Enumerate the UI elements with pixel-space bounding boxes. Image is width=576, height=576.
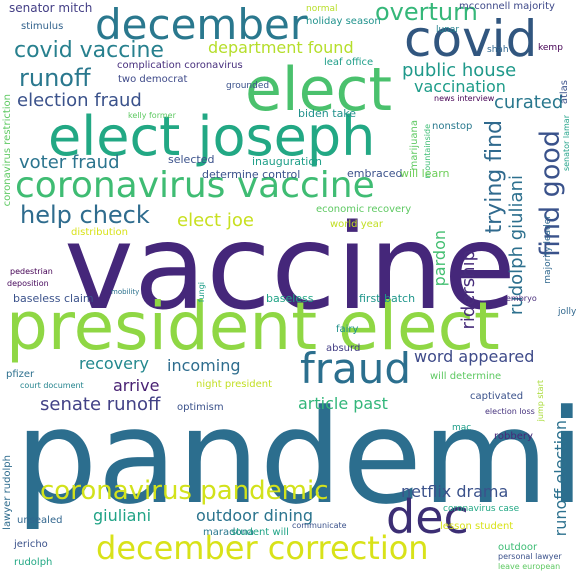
word-president-elect: president elect <box>6 288 500 365</box>
word-overturn: overturn <box>375 0 478 26</box>
word-mac: mac <box>452 423 472 433</box>
word-mcconnell-majority: mcconnell majority <box>459 1 555 12</box>
word-arrive: arrive <box>113 376 160 395</box>
word-biden-take: biden take <box>298 107 357 120</box>
word-distribution: distribution <box>71 227 128 238</box>
word-first-batch: first batch <box>359 292 416 305</box>
word-world-year: world year <box>330 219 384 230</box>
word-covid: covid <box>404 10 538 68</box>
word-selected: selected <box>168 153 215 166</box>
word-trying-find: trying find <box>482 120 507 234</box>
word-news-interview: news interview <box>434 94 495 103</box>
word-elect-joe: elect joe <box>177 210 254 231</box>
word-embryo: embryo <box>506 294 537 303</box>
word-will-learn: will learn <box>400 167 450 180</box>
word-baseless: baseless <box>266 292 314 305</box>
word-coronavirus-pandemic: coronavirus pandemic <box>40 476 329 506</box>
word-kelly-former: kelly former <box>128 111 176 120</box>
word-runoff: runoff <box>19 64 91 92</box>
word-embraced: embraced <box>347 167 403 180</box>
word-jericho: jericho <box>14 539 48 550</box>
word-mobility: mobility <box>111 288 140 296</box>
word-pfizer: pfizer <box>6 369 35 380</box>
word-coronavirus-vaccine: coronavirus vaccine <box>15 165 375 206</box>
word-economic-recovery: economic recovery <box>316 204 412 215</box>
word-atlas: atlas <box>559 80 570 105</box>
word-absurd: absurd <box>326 343 361 354</box>
word-senate-runoff: senate runoff <box>40 394 161 415</box>
word-unsealed: unsealed <box>17 515 63 526</box>
word-nonstop: nonstop <box>432 121 473 132</box>
word-maradona: maradona <box>203 527 255 538</box>
word-jump-start: jump start <box>536 380 545 422</box>
word-december-correction: december correction <box>96 529 429 567</box>
word-determine-control: determine control <box>202 168 301 181</box>
word-recovery: recovery <box>79 354 150 373</box>
word-pedestrian: pedestrian <box>10 267 53 276</box>
word-inauguration: inauguration <box>252 155 323 168</box>
word-complication-coronavirus: complication coronavirus <box>117 60 243 71</box>
word-dec: dec <box>386 490 469 544</box>
word-voter-fraud: voter fraud <box>19 152 120 173</box>
word-word-appeared: word appeared <box>414 347 535 366</box>
word-ridership: ridership <box>458 250 479 330</box>
word-rudolph: rudolph <box>14 557 53 568</box>
word-vaccination: vaccination <box>414 77 506 96</box>
word-leaf-office: leaf office <box>324 57 374 68</box>
word-fungi: fungi <box>197 282 206 303</box>
word-kemp: kemp <box>538 43 563 53</box>
word-court-document: court document <box>20 381 84 390</box>
word-captivated: captivated <box>470 391 524 402</box>
word-will-determine: will determine <box>430 371 502 382</box>
word-deposition: deposition <box>7 279 49 288</box>
word-public-house: public house <box>402 60 517 81</box>
word-coronavirus-restriction: coronavirus restriction <box>2 94 13 207</box>
word-robbery: robbery <box>494 431 533 442</box>
word-majority-leader: majority leader <box>543 215 553 284</box>
word-elect: elect <box>245 55 393 125</box>
word-leave-european: leave european <box>498 562 561 571</box>
word-december: december <box>95 0 308 49</box>
word-runoff-election: runoff election <box>551 420 570 537</box>
word-lunar: lunar <box>436 25 460 35</box>
word-communicate: communicate <box>292 521 347 530</box>
word-holiday-season: holiday season <box>306 16 381 27</box>
word-article-past: article past <box>298 394 388 413</box>
word-baseless-claim: baseless claim <box>13 292 94 305</box>
word-senator-lamar: senator lamar <box>562 115 571 172</box>
word-pandemic: pandemic <box>15 381 576 533</box>
word-election-fraud: election fraud <box>17 90 142 111</box>
word-optimism: optimism <box>177 402 224 413</box>
word-outdoor-dining: outdoor dining <box>196 506 314 525</box>
word-vaccine: vaccine <box>64 198 517 336</box>
word-coronavirus-case: coronavirus case <box>443 504 520 514</box>
word-student-will: student will <box>231 527 289 538</box>
word-pardon: pardon <box>430 230 449 287</box>
word-senator-mitch: senator mitch <box>9 1 93 15</box>
word-night-president: night president <box>196 379 273 390</box>
word-outdoor: outdoor <box>498 542 538 553</box>
word-covid-vaccine: covid vaccine <box>14 38 164 63</box>
word-grounded: grounded <box>226 81 270 91</box>
word-two-democrat: two democrat <box>118 74 188 85</box>
word-stimulus: stimulus <box>21 21 64 32</box>
word-curated: curated <box>494 92 564 113</box>
word-fraud: fraud <box>300 344 412 393</box>
word-help-check: help check <box>20 201 150 229</box>
word-netflix-drama: netflix drama <box>401 482 509 501</box>
word-shah: shah <box>487 45 509 55</box>
word-department-found: department found <box>208 38 354 57</box>
word-personal-lawyer: personal lawyer <box>498 552 562 561</box>
word-normal: normal <box>306 4 338 14</box>
word-lesson-student: lesson student <box>440 521 514 532</box>
word-election-loss: election loss <box>485 407 535 416</box>
word-elect-joseph: elect joseph <box>48 105 376 168</box>
word-lawyer-rudolph: lawyer rudolph <box>2 455 13 530</box>
word-giuliani: giuliani <box>93 506 152 525</box>
word-incoming: incoming <box>167 356 241 375</box>
word-marijuana: marijuana <box>409 120 420 171</box>
word-jolly: jolly <box>558 307 576 317</box>
word-fairy: fairy <box>336 324 359 335</box>
